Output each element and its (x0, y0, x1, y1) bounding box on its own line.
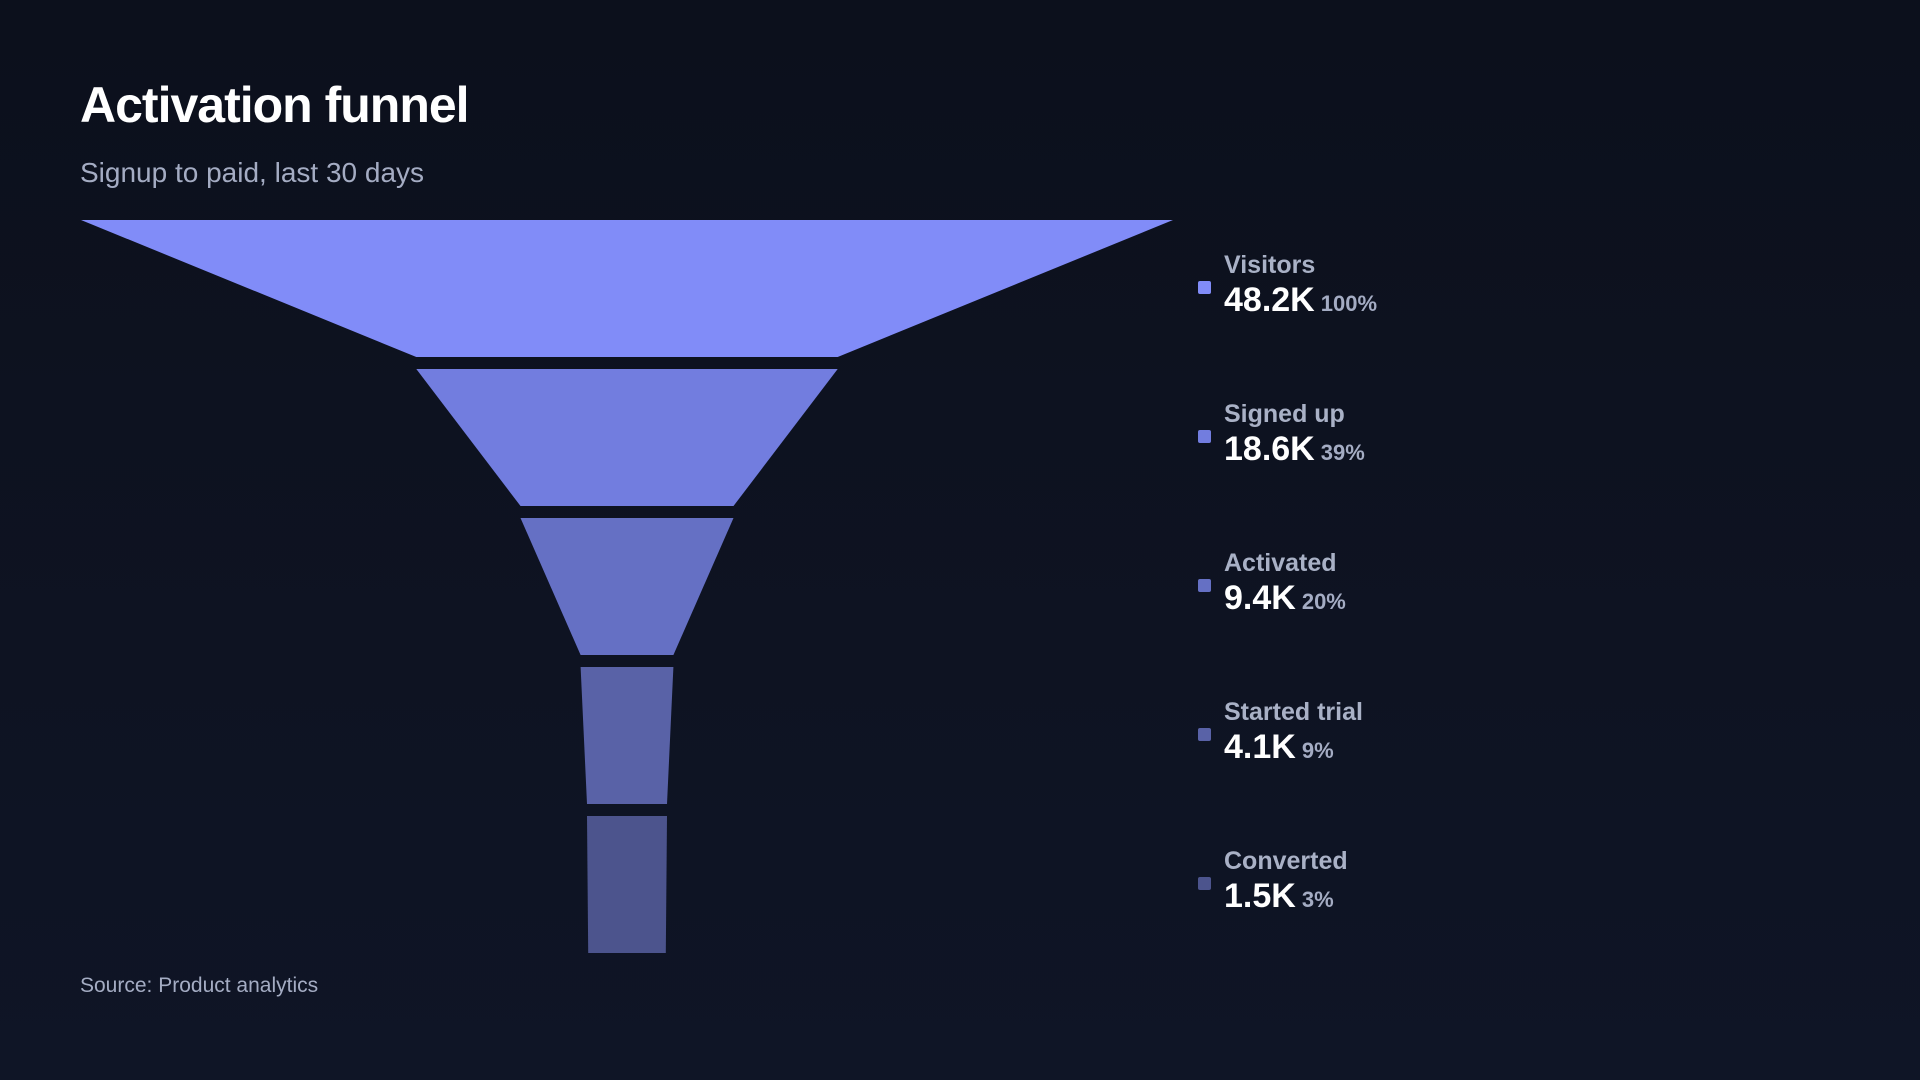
stage-label: Converted (1224, 846, 1348, 875)
funnel-stage-started-trial (580, 667, 674, 804)
legend-item-signed-up: Signed up 18.6K 39% (1198, 399, 1678, 482)
stage-value: 9.4K (1224, 578, 1296, 617)
funnel-stage-signed-up (416, 369, 838, 506)
legend-swatch (1198, 429, 1211, 443)
stage-value-row: 18.6K 39% (1224, 430, 1365, 469)
legend-item-visitors: Visitors 48.2K 100% (1198, 250, 1678, 333)
stage-value-row: 9.4K 20% (1224, 579, 1346, 618)
funnel-stage-visitors (81, 220, 1173, 357)
stage-label: Activated (1224, 548, 1337, 577)
stage-value-row: 4.1K 9% (1224, 728, 1334, 767)
chart-subtitle: Signup to paid, last 30 days (80, 157, 425, 188)
stage-percent: 3% (1301, 886, 1334, 912)
stage-percent: 100% (1320, 290, 1378, 316)
legend-swatch (1198, 578, 1211, 592)
legend-swatch (1198, 727, 1211, 741)
chart-source: Source: Product analytics (80, 974, 319, 997)
stage-percent: 20% (1301, 588, 1346, 614)
chart-title: Activation funnel (80, 77, 470, 133)
funnel-stage-activated (520, 518, 734, 655)
legend-item-activated: Activated 9.4K 20% (1198, 548, 1678, 631)
stage-percent: 9% (1301, 737, 1334, 763)
stage-label: Visitors (1224, 250, 1316, 279)
legend-item-converted: Converted 1.5K 3% (1198, 846, 1678, 929)
legend-item-started-trial: Started trial 4.1K 9% (1198, 697, 1678, 780)
stage-value: 18.6K (1224, 429, 1315, 468)
stage-value: 48.2K (1224, 280, 1315, 319)
funnel-stage-converted (587, 816, 667, 953)
stage-value: 1.5K (1224, 876, 1296, 915)
stage-percent: 39% (1320, 439, 1365, 465)
legend-swatch (1198, 876, 1211, 890)
stage-value-row: 1.5K 3% (1224, 877, 1334, 916)
stage-label: Started trial (1224, 697, 1363, 726)
funnel-legend: Visitors 48.2K 100% Signed up 18.6K 39% Activa… (1198, 0, 1698, 1080)
stage-label: Signed up (1224, 399, 1345, 428)
stage-value: 4.1K (1224, 727, 1296, 766)
stage-value-row: 48.2K 100% (1224, 281, 1377, 320)
legend-swatch (1198, 280, 1211, 294)
